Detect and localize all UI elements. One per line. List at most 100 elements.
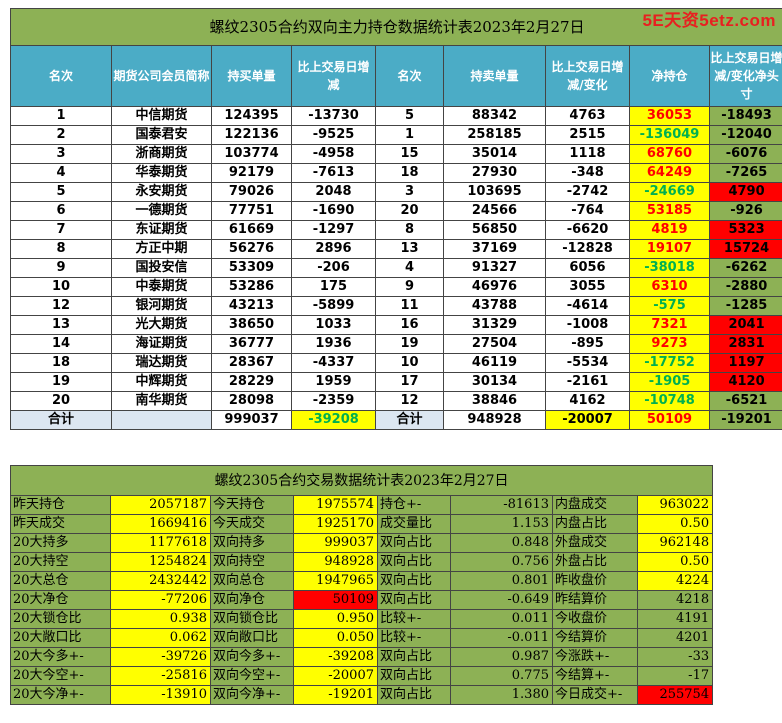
table-row: 10 中泰期货 53286 175 9 46976 3055 6310 -2880	[10, 277, 782, 297]
item-label: 20大持空	[10, 552, 111, 572]
item-value: -25816	[110, 666, 211, 686]
item-value: 948928	[293, 552, 378, 572]
buy-change: -1297	[291, 220, 376, 240]
rank-cell-2: 3	[375, 182, 444, 202]
table-row: 昨天持仓 2057187 今天持仓 1975574 持仓+- -81613 内盘成交 9630…	[10, 495, 714, 515]
buy-change: 1033	[291, 315, 376, 335]
buy-change: 2048	[291, 182, 376, 202]
table-row: 1 中信期货 124395 -13730 5 88342 4763 36053 -18493	[10, 106, 782, 126]
buy-change: 175	[291, 277, 376, 297]
item-label: 昨天持仓	[10, 495, 111, 515]
total-net: 50109	[629, 410, 710, 430]
sell-volume: 27504	[443, 334, 546, 354]
buy-change: -4337	[291, 353, 376, 373]
rank-cell: 20	[10, 391, 112, 411]
item-value: 0.987	[450, 647, 553, 667]
item-value: -39726	[110, 647, 211, 667]
item-label: 双向锁仓比	[210, 609, 294, 629]
sell-volume: 56850	[443, 220, 546, 240]
rank-cell-2: 8	[375, 220, 444, 240]
table-row: 8 方正中期 56276 2896 13 37169 -12828 19107 15724	[10, 239, 782, 259]
item-value: 0.050	[293, 628, 378, 648]
item-label: 比较+-	[377, 628, 451, 648]
rank-cell: 5	[10, 182, 112, 202]
item-value: -20007	[293, 666, 378, 686]
net-position: -38018	[629, 258, 710, 278]
company-name: 中泰期货	[111, 277, 212, 297]
rank-cell: 10	[10, 277, 112, 297]
item-label: 内盘成交	[552, 495, 638, 515]
sell-volume: 258185	[443, 125, 546, 145]
item-value: 4224	[636, 571, 714, 591]
rank-cell-2: 19	[375, 334, 444, 354]
item-value: 1925170	[293, 514, 378, 534]
buy-change: -206	[291, 258, 376, 278]
sell-change: 6056	[545, 258, 630, 278]
total-label-2: 合计	[375, 410, 444, 430]
sell-volume: 103695	[443, 182, 546, 202]
buy-volume: 53309	[211, 258, 292, 278]
position-table-title: 螺纹2305合约双向主力持仓数据统计表2023年2月27日	[9, 8, 782, 46]
table-row: 20大今净+- -13910 双向今净+- -19201 双向占比 1.380 今日成交+-…	[10, 685, 714, 705]
total-label: 合计	[10, 410, 112, 430]
table-row: 12 银河期货 43213 -5899 11 43788 -4614 -575 -1285	[10, 296, 782, 316]
column-header: 比上交易日增减/变化	[545, 45, 630, 107]
sell-change: -348	[545, 163, 630, 183]
table-row: 7 东证期货 61669 -1297 8 56850 -6620 4819 5323	[10, 220, 782, 240]
net-change: -2880	[708, 277, 782, 297]
item-label: 双向今空+-	[210, 666, 294, 686]
buy-volume: 79026	[211, 182, 292, 202]
item-value: 4201	[636, 628, 714, 648]
item-label: 今收盘价	[552, 609, 638, 629]
item-label: 双向总仓	[210, 571, 294, 591]
item-value: 4218	[636, 590, 714, 610]
company-name: 国投安信	[111, 258, 212, 278]
company-name: 国泰君安	[111, 125, 212, 145]
column-header: 比上交易日增减	[291, 45, 376, 107]
net-position: 68760	[629, 144, 710, 164]
net-change: -926	[708, 201, 782, 221]
rank-cell: 3	[10, 144, 112, 164]
item-value: 1254824	[110, 552, 211, 572]
rank-cell: 8	[10, 239, 112, 259]
item-value: 4191	[636, 609, 714, 629]
company-name: 银河期货	[111, 296, 212, 316]
buy-volume: 28367	[211, 353, 292, 373]
rank-cell-2: 16	[375, 315, 444, 335]
item-label: 今日成交+-	[552, 685, 638, 705]
company-name: 永安期货	[111, 182, 212, 202]
item-label: 成交量比	[377, 514, 451, 534]
item-value: -81613	[450, 495, 553, 515]
item-value: -17	[636, 666, 714, 686]
company-name: 浙商期货	[111, 144, 212, 164]
rank-cell-2: 11	[375, 296, 444, 316]
sell-change: -2161	[545, 372, 630, 392]
trading-table-title: 螺纹2305合约交易数据统计表2023年2月27日	[9, 465, 714, 496]
sell-volume: 46976	[443, 277, 546, 297]
rank-cell-2: 17	[375, 372, 444, 392]
item-value: 2432442	[110, 571, 211, 591]
total-buy-change: -39208	[291, 410, 376, 430]
company-name: 海证期货	[111, 334, 212, 354]
item-label: 20大今净+-	[10, 685, 111, 705]
sell-change: 2515	[545, 125, 630, 145]
item-value: 1.153	[450, 514, 553, 534]
item-label: 双向占比	[377, 666, 451, 686]
item-value: 1.380	[450, 685, 553, 705]
position-table: 螺纹2305合约双向主力持仓数据统计表2023年2月27日 名次 期货公司会员简称…	[9, 8, 782, 430]
item-value: 0.848	[450, 533, 553, 553]
buy-change: 1936	[291, 334, 376, 354]
sell-volume: 46119	[443, 353, 546, 373]
item-label: 双向持空	[210, 552, 294, 572]
item-value: -77206	[110, 590, 211, 610]
column-header: 名次	[375, 45, 444, 107]
rank-cell: 7	[10, 220, 112, 240]
item-label: 20大总仓	[10, 571, 111, 591]
company-name: 中辉期货	[111, 372, 212, 392]
total-buy: 999037	[211, 410, 292, 430]
net-position: -24669	[629, 182, 710, 202]
net-position: 6310	[629, 277, 710, 297]
buy-volume: 122136	[211, 125, 292, 145]
sell-change: -764	[545, 201, 630, 221]
rank-cell: 14	[10, 334, 112, 354]
